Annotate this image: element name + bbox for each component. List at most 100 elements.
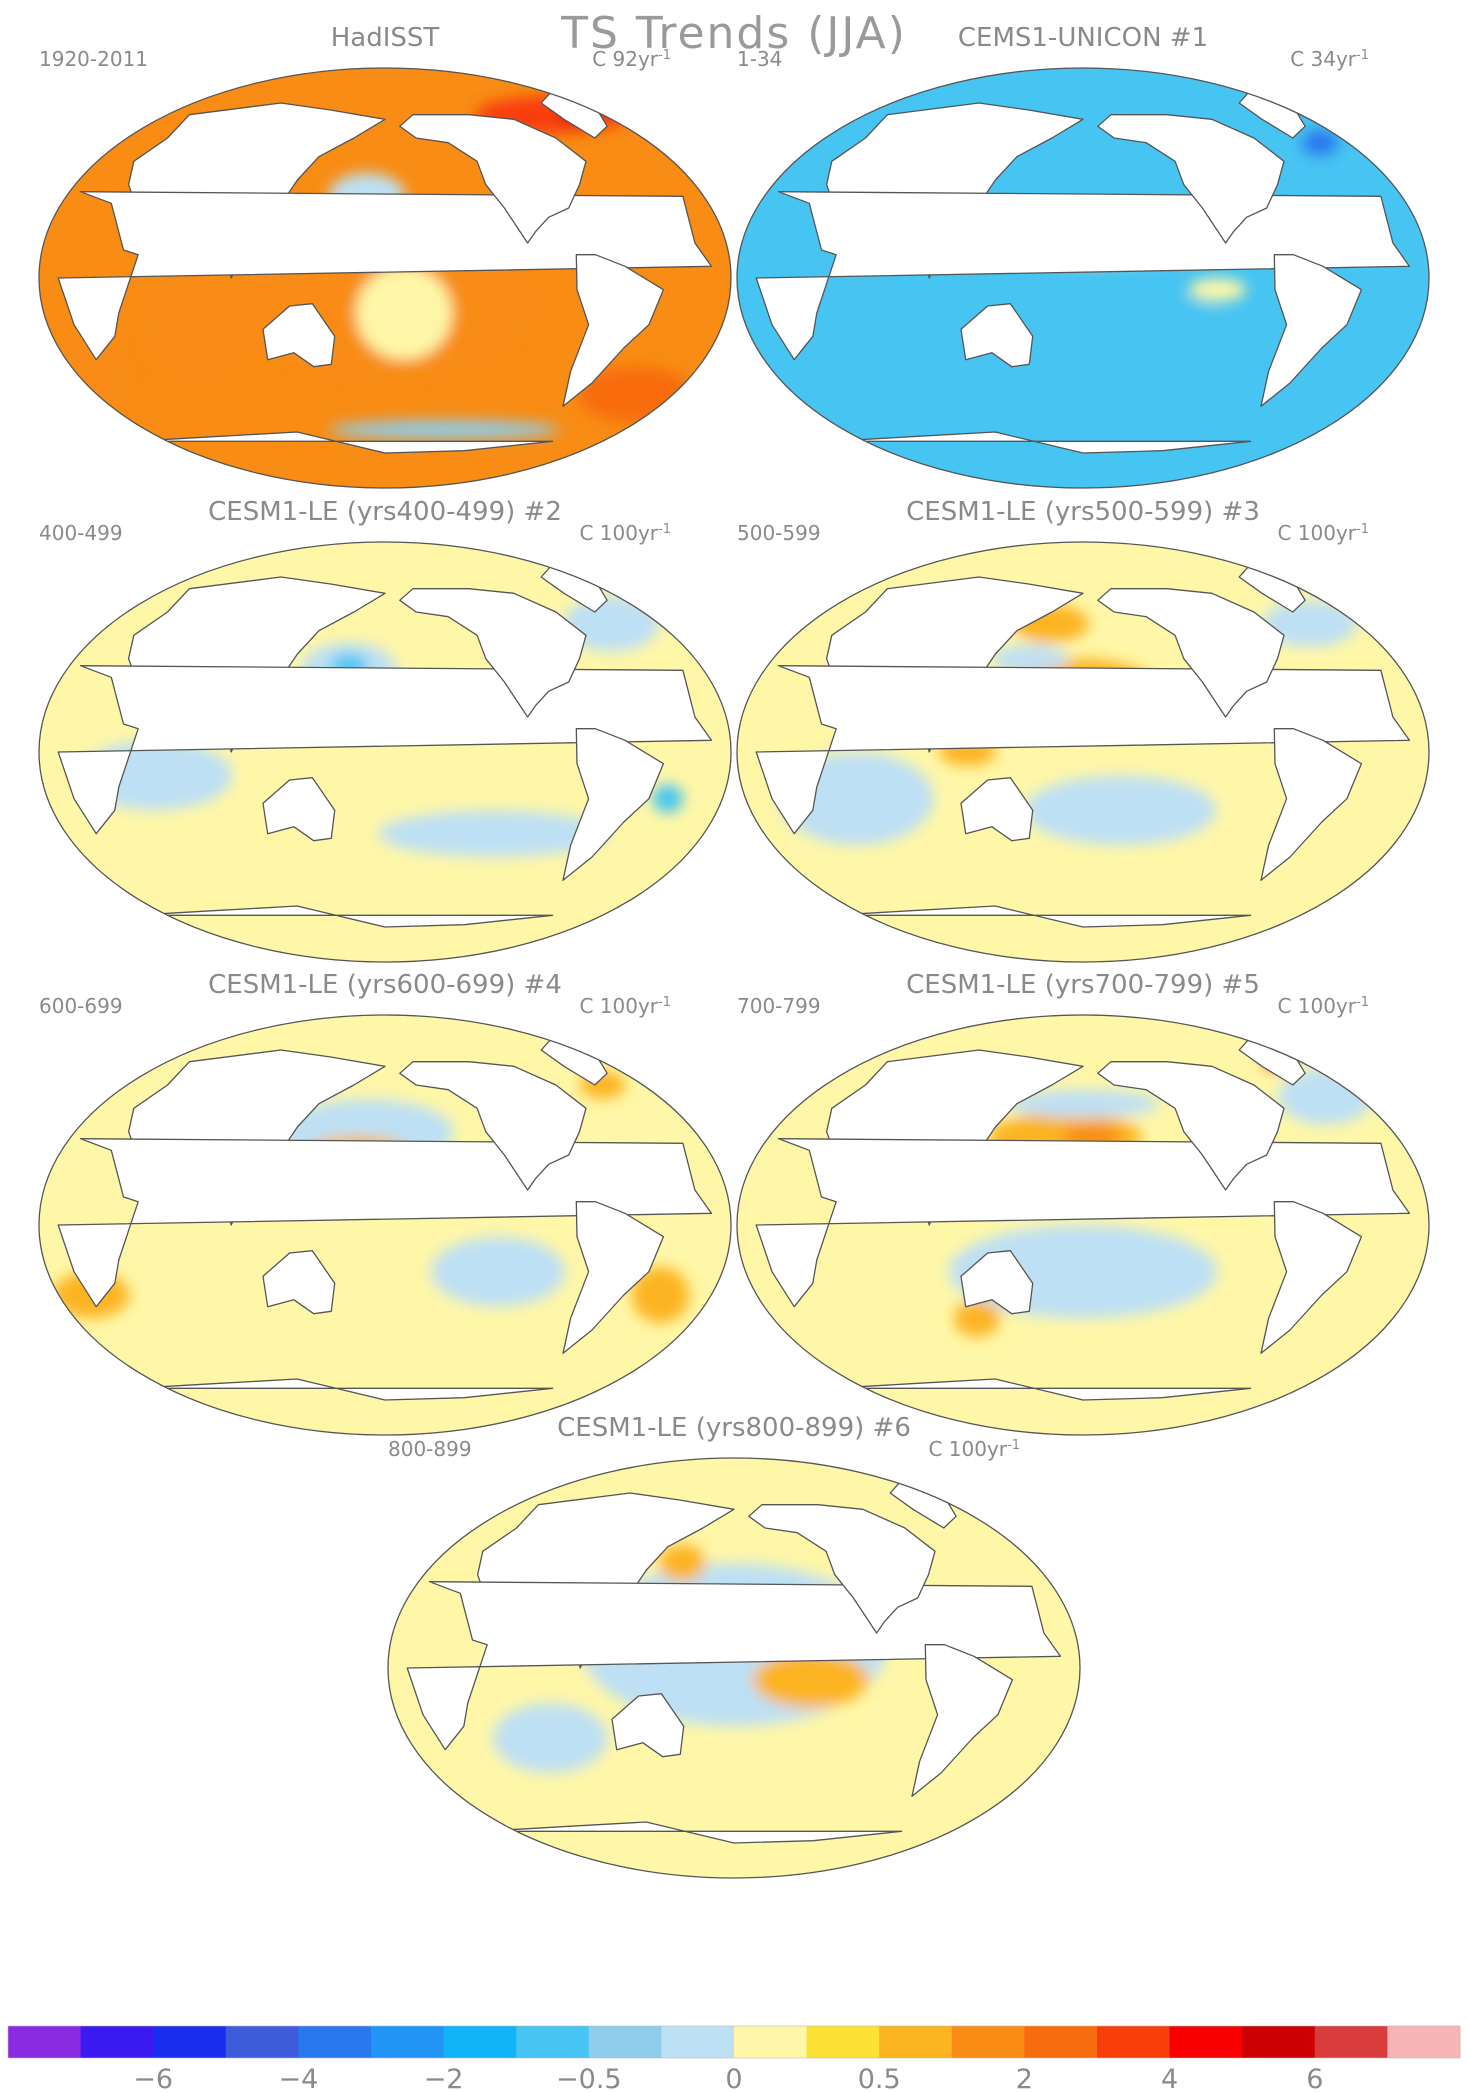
trend-field-blob [1006,1089,1160,1118]
colorbar-swatch [225,2026,299,2058]
panel-title: CESM1-LE (yrs500-599) #3 [906,497,1260,527]
continent-namerica [399,114,587,244]
panel-units: C 100yr-1 [1277,521,1369,545]
trend-field-blob [39,336,133,430]
map-panel-1: HadISST 1920-2011 C 92yr-1 [38,23,732,489]
trend-field-blob [953,1299,1000,1338]
continent-namerica [1097,114,1285,244]
panel-units: C 100yr-1 [928,1437,1020,1461]
colorbar-tick-label: 6 [1306,2064,1323,2093]
continent-australia [960,1250,1034,1315]
continent-australia [960,777,1034,842]
continent-samerica [1260,254,1363,407]
colorbar-swatch [298,2026,372,2058]
colorbar-swatch [153,2026,227,2058]
panel-units: C 92yr-1 [592,47,671,71]
panel-period: 700-799 [737,994,821,1018]
colorbar-swatch [1314,2026,1388,2058]
continent-samerica [1260,1201,1363,1354]
colorbar-tick-label: −6 [133,2064,173,2093]
trend-field-blob [846,336,1001,407]
continent-australia [262,303,336,368]
colorbar-swatch [661,2026,735,2058]
map-outline [736,67,1430,489]
continent-samerica [1260,728,1363,881]
colorbar-swatch [516,2026,590,2058]
panel-period: 400-499 [39,521,123,545]
continent-australia [262,1250,336,1315]
panel-units: C 100yr-1 [579,521,671,545]
map-outline [736,541,1430,963]
map-panel-3: CESM1-LE (yrs400-499) #2 400-499 C 100yr-1 [38,497,732,963]
colorbar-swatch [8,2026,82,2058]
panel-units: C 100yr-1 [1277,994,1369,1018]
panel-title: CESM1-LE (yrs700-799) #5 [906,970,1260,1000]
colorbar-swatch [734,2026,808,2058]
continent-africa [57,665,713,835]
colorbar-tick-label: −4 [278,2064,318,2093]
continent-namerica [748,1504,936,1634]
colorbar-swatch [371,2026,445,2058]
map-panel-7: CESM1-LE (yrs800-899) #6 800-899 C 100yr-1 [387,1413,1081,1879]
colorbar-tick-label: −2 [424,2064,464,2093]
map-outline [38,1014,732,1436]
colorbar-swatch [951,2026,1025,2058]
continent-africa [406,1581,1062,1751]
continent-namerica [1097,1061,1285,1191]
trend-field-blob [1300,128,1340,157]
colorbar-tick-label: 2 [1016,2064,1033,2093]
continent-africa [755,1138,1411,1308]
trend-field-blob [430,1236,566,1307]
map-outline [38,67,732,489]
trend-field-blob [492,1703,608,1773]
map-outline [38,541,732,963]
map-outline [387,1457,1081,1879]
colorbar-tick-label: −0.5 [556,2064,622,2093]
trend-field-blob [377,810,609,858]
trend-field-blob [991,644,1069,673]
continent-namerica [399,1061,587,1191]
panel-period: 1-34 [737,47,782,71]
continent-namerica [1097,588,1285,718]
continent-samerica [562,254,665,407]
map-panel-2: CEMS1-UNICON #1 1-34 C 34yr-1 [736,23,1430,489]
colorbar-swatch [588,2026,662,2058]
colorbar-swatch [1024,2026,1098,2058]
colorbar-tick-label: 4 [1161,2064,1178,2093]
colorbar-swatch [879,2026,953,2058]
colorbar-swatch [1387,2026,1461,2058]
panel-title: CESM1-LE (yrs800-899) #6 [557,1413,911,1443]
trend-field-blob [631,1267,690,1323]
panel-title: HadISST [331,23,440,53]
panel-period: 800-899 [388,1437,472,1461]
continent-africa [57,1138,713,1308]
panel-period: 1920-2011 [39,47,148,71]
trend-field-blob [355,266,453,360]
figure-title: TS Trends (JJA) [560,8,907,59]
trend-field-blob [652,784,684,813]
continent-samerica [911,1644,1014,1797]
map-panel-4: CESM1-LE (yrs500-599) #3 500-599 C 100yr-1 [736,497,1430,963]
continent-africa [755,665,1411,835]
continent-australia [262,777,336,842]
continent-africa [57,191,713,361]
continent-australia [611,1693,685,1758]
trend-field-blob [328,420,560,439]
colorbar-swatch [1242,2026,1316,2058]
panel-period: 600-699 [39,994,123,1018]
colorbar-tick-label: 0.5 [858,2064,901,2093]
trend-field-blob [1261,600,1358,648]
panel-title: CESM1-LE (yrs600-699) #4 [208,970,562,1000]
panel-units: C 34yr-1 [1290,47,1369,71]
colorbar-swatch [80,2026,154,2058]
trend-field-blob [1188,278,1247,302]
trend-field-blob [1024,775,1217,846]
continent-namerica [399,588,587,718]
continent-samerica [562,728,665,881]
trend-field-blob [753,1651,869,1708]
colorbar-swatch [1097,2026,1171,2058]
continent-samerica [562,1201,665,1354]
trend-field-blob [659,1544,706,1582]
map-panel-5: CESM1-LE (yrs600-699) #4 600-699 C 100yr-1 [38,970,732,1436]
